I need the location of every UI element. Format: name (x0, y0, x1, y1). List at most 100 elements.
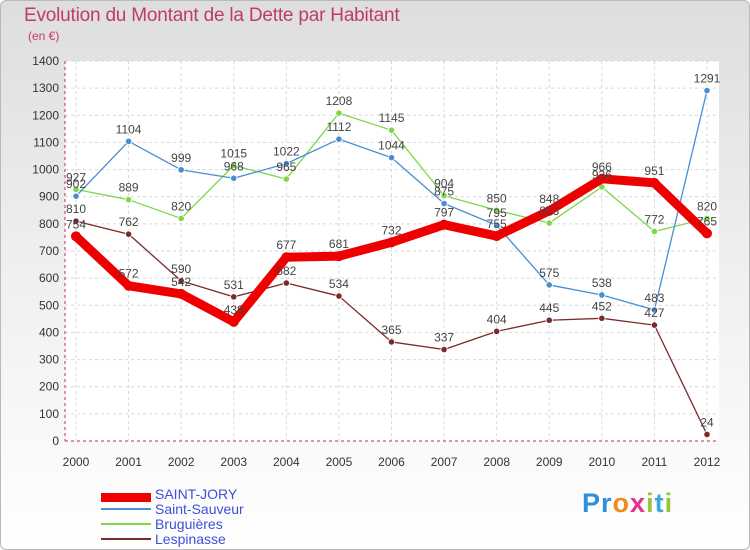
x-tick-label: 2008 (483, 455, 510, 469)
y-tick-label: 1100 (33, 135, 59, 149)
data-label-lespinasse: 531 (224, 278, 244, 292)
data-point-saint-jory (281, 252, 292, 263)
data-label-saint-jory: 848 (539, 192, 559, 206)
x-tick-label: 2006 (378, 455, 405, 469)
y-tick-label: 300 (39, 353, 59, 367)
y-tick-label: 800 (39, 217, 59, 231)
data-label-brugui-res: 889 (119, 181, 139, 195)
data-point-lespinasse (282, 279, 290, 287)
data-label-lespinasse: 810 (66, 202, 86, 216)
data-label-brugui-res: 965 (276, 160, 296, 174)
data-label-saint-jory: 755 (487, 217, 507, 231)
data-label-lespinasse: 762 (119, 215, 139, 229)
data-point-lespinasse (230, 293, 238, 301)
data-label-lespinasse: 24 (700, 415, 714, 429)
data-point-brugui-res (650, 227, 659, 236)
data-point-saint-jory (702, 228, 712, 239)
data-label-saint-jory: 542 (171, 275, 191, 289)
data-label-saint-sauveur: 795 (487, 206, 507, 220)
data-point-saint-sauveur (387, 154, 396, 162)
x-tick-label: 2010 (588, 455, 615, 469)
data-label-saint-jory: 732 (381, 223, 401, 237)
data-point-saint-jory (649, 177, 660, 188)
data-point-saint-sauveur (230, 174, 238, 182)
data-point-lespinasse (598, 314, 606, 322)
data-label-lespinasse: 452 (592, 299, 612, 313)
y-tick-label: 1400 (32, 54, 59, 68)
data-point-saint-jory (544, 205, 555, 216)
data-point-lespinasse (124, 230, 133, 238)
data-point-lespinasse (545, 316, 553, 324)
data-label-saint-sauveur: 1112 (326, 120, 351, 134)
data-label-brugui-res: 927 (66, 170, 86, 184)
data-label-saint-jory: 797 (434, 206, 454, 220)
legend-swatch-saint-sauveur (101, 508, 151, 510)
data-point-brugui-res (335, 109, 343, 117)
data-point-lespinasse (703, 430, 711, 439)
data-point-saint-jory (333, 251, 344, 262)
y-tick-label: 1300 (32, 81, 59, 95)
y-tick-label: 1000 (32, 163, 59, 177)
data-label-saint-jory: 681 (329, 237, 349, 251)
x-tick-label: 2001 (115, 455, 142, 469)
data-point-saint-sauveur (650, 306, 659, 314)
data-label-lespinasse: 534 (329, 277, 349, 291)
proxiti-logo: Proxiti (582, 488, 674, 518)
data-label-saint-jory: 439 (224, 303, 244, 317)
y-tick-label: 200 (39, 380, 59, 394)
data-label-brugui-res: 1015 (220, 147, 247, 161)
data-label-lespinasse: 404 (487, 312, 507, 326)
data-point-lespinasse (177, 277, 185, 285)
data-point-saint-jory (491, 231, 502, 242)
y-tick-label: 700 (39, 244, 59, 258)
data-point-lespinasse (387, 338, 396, 346)
data-label-saint-sauveur: 968 (224, 159, 244, 173)
legend-swatch-bruguieres (101, 523, 151, 525)
data-label-saint-sauveur: 1291 (694, 72, 721, 86)
data-label-saint-sauveur: 902 (66, 177, 86, 191)
legend-label-saint-jory: SAINT-JORY (155, 486, 238, 502)
data-label-saint-sauveur: 999 (171, 151, 191, 165)
data-point-lespinasse (72, 217, 80, 225)
x-tick-label: 2007 (431, 455, 458, 469)
legend-swatch-saint-jory (101, 493, 151, 502)
x-tick-label: 2003 (220, 455, 247, 469)
data-point-lespinasse (650, 321, 659, 329)
legend-label-saint-sauveur: Saint-Sauveur (155, 501, 244, 517)
data-label-saint-jory: 754 (66, 217, 86, 231)
data-point-lespinasse (440, 345, 448, 354)
data-point-brugui-res (282, 175, 290, 183)
data-label-saint-sauveur: 575 (539, 266, 559, 280)
y-tick-label: 500 (39, 298, 59, 312)
y-tick-label: 0 (52, 434, 59, 448)
data-label-saint-jory: 951 (644, 164, 664, 178)
data-point-brugui-res (440, 192, 448, 200)
legend-label-lespinasse: Lespinasse (155, 531, 226, 547)
x-tick-label: 2005 (326, 455, 353, 469)
data-label-saint-jory: 765 (697, 214, 717, 228)
data-point-saint-sauveur (282, 160, 290, 168)
data-point-lespinasse (335, 292, 343, 300)
data-point-brugui-res (230, 161, 238, 170)
data-point-brugui-res (493, 206, 501, 214)
data-label-saint-sauveur: 483 (644, 291, 664, 305)
data-label-lespinasse: 582 (276, 264, 296, 278)
data-point-saint-sauveur (598, 291, 606, 299)
data-label-brugui-res: 803 (539, 204, 559, 218)
y-tick-label: 100 (39, 407, 59, 421)
data-point-brugui-res (177, 214, 185, 223)
data-point-brugui-res (545, 219, 553, 227)
data-label-brugui-res: 1145 (379, 111, 405, 125)
data-label-brugui-res: 820 (171, 199, 191, 213)
data-point-saint-jory (386, 237, 397, 248)
data-point-saint-jory (596, 173, 607, 184)
x-tick-label: 2009 (536, 455, 563, 469)
legend-swatch-lespinasse (101, 538, 151, 540)
data-point-saint-sauveur (493, 221, 501, 229)
y-unit-label: (en €) (28, 29, 60, 43)
data-point-brugui-res (124, 196, 133, 204)
data-point-lespinasse (493, 327, 501, 335)
x-tick-label: 2002 (168, 455, 195, 469)
y-tick-label: 900 (39, 190, 59, 204)
